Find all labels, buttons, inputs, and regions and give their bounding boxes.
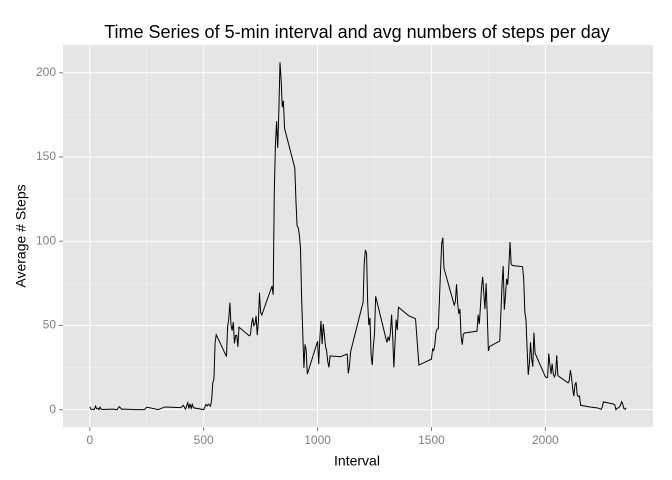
x-tick-label: 0 — [86, 433, 93, 447]
y-tick-label: 150 — [36, 149, 56, 163]
y-axis-label: Average # Steps — [13, 184, 29, 287]
x-axis-label: Interval — [334, 453, 380, 469]
y-tick-label: 50 — [43, 318, 57, 332]
chart-title: Time Series of 5-min interval and avg nu… — [104, 22, 610, 42]
line — [89, 62, 627, 411]
x-tick-label: 500 — [194, 433, 214, 447]
x-tick-label: 2000 — [532, 433, 559, 447]
y-tick-label: 200 — [36, 65, 56, 79]
x-tick-label: 1000 — [304, 433, 331, 447]
y-tick-label: 0 — [49, 402, 56, 416]
plot-panel — [63, 45, 653, 427]
y-tick-label: 100 — [36, 233, 56, 247]
x-tick-label: 1500 — [418, 433, 445, 447]
